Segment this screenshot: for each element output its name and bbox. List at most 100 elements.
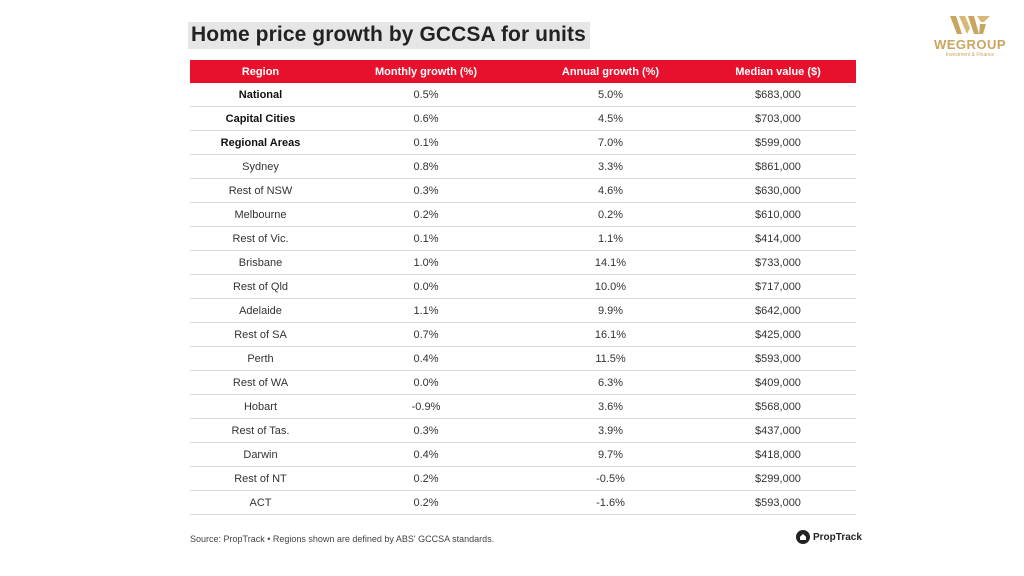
- cell-annual-growth: 6.3%: [521, 370, 700, 395]
- table-row: Rest of WA 0.0% 6.3% $409,000: [190, 370, 856, 395]
- cell-median-value: $418,000: [700, 442, 856, 467]
- header-annual-growth: Annual growth (%): [521, 60, 700, 83]
- cell-annual-growth: 3.3%: [521, 154, 700, 179]
- cell-median-value: $703,000: [700, 106, 856, 131]
- cell-monthly-growth: 0.4%: [331, 442, 521, 467]
- proptrack-logo: PropTrack: [796, 530, 862, 544]
- cell-median-value: $610,000: [700, 202, 856, 227]
- table-row: Darwin 0.4% 9.7% $418,000: [190, 442, 856, 467]
- cell-annual-growth: -1.6%: [521, 490, 700, 515]
- cell-region: Rest of NT: [190, 466, 331, 491]
- cell-region: Rest of Vic.: [190, 226, 331, 251]
- cell-region: Perth: [190, 346, 331, 371]
- page-title: Home price growth by GCCSA for units: [188, 22, 590, 49]
- cell-region: Rest of Tas.: [190, 418, 331, 443]
- cell-annual-growth: -0.5%: [521, 466, 700, 491]
- table-row: Regional Areas 0.1% 7.0% $599,000: [190, 130, 856, 155]
- cell-region: Rest of WA: [190, 370, 331, 395]
- table-row: Perth 0.4% 11.5% $593,000: [190, 346, 856, 371]
- table-row: Rest of Qld 0.0% 10.0% $717,000: [190, 274, 856, 299]
- table-row: Rest of Tas. 0.3% 3.9% $437,000: [190, 418, 856, 443]
- cell-annual-growth: 4.6%: [521, 178, 700, 203]
- cell-monthly-growth: 1.0%: [331, 250, 521, 275]
- cell-region: Melbourne: [190, 202, 331, 227]
- cell-median-value: $861,000: [700, 154, 856, 179]
- table-row: Adelaide 1.1% 9.9% $642,000: [190, 298, 856, 323]
- table-row: ACT 0.2% -1.6% $593,000: [190, 490, 856, 515]
- cell-region: Adelaide: [190, 298, 331, 323]
- table-header-row: Region Monthly growth (%) Annual growth …: [190, 60, 856, 83]
- cell-median-value: $642,000: [700, 298, 856, 323]
- cell-monthly-growth: 0.0%: [331, 370, 521, 395]
- cell-monthly-growth: 0.0%: [331, 274, 521, 299]
- cell-region: National: [190, 83, 331, 107]
- cell-median-value: $568,000: [700, 394, 856, 419]
- cell-monthly-growth: 0.2%: [331, 202, 521, 227]
- title-container: Home price growth by GCCSA for units: [188, 22, 590, 49]
- cell-annual-growth: 5.0%: [521, 83, 700, 107]
- table-row: Hobart -0.9% 3.6% $568,000: [190, 394, 856, 419]
- cell-annual-growth: 9.9%: [521, 298, 700, 323]
- cell-region: Brisbane: [190, 250, 331, 275]
- cell-region: Hobart: [190, 394, 331, 419]
- cell-median-value: $299,000: [700, 466, 856, 491]
- cell-median-value: $733,000: [700, 250, 856, 275]
- cell-region: Regional Areas: [190, 130, 331, 155]
- cell-monthly-growth: 0.7%: [331, 322, 521, 347]
- table-row: Rest of NSW 0.3% 4.6% $630,000: [190, 178, 856, 203]
- cell-median-value: $683,000: [700, 83, 856, 107]
- cell-annual-growth: 3.6%: [521, 394, 700, 419]
- cell-monthly-growth: -0.9%: [331, 394, 521, 419]
- logo-tagline: Investment & Finance: [945, 52, 995, 58]
- proptrack-brand: PropTrack: [813, 531, 862, 543]
- source-note: Source: PropTrack • Regions shown are de…: [190, 534, 495, 544]
- table-row: National 0.5% 5.0% $683,000: [190, 83, 856, 107]
- cell-annual-growth: 11.5%: [521, 346, 700, 371]
- growth-table: Region Monthly growth (%) Annual growth …: [190, 60, 856, 515]
- cell-annual-growth: 1.1%: [521, 226, 700, 251]
- cell-annual-growth: 16.1%: [521, 322, 700, 347]
- cell-annual-growth: 7.0%: [521, 130, 700, 155]
- cell-region: ACT: [190, 490, 331, 515]
- cell-monthly-growth: 0.1%: [331, 130, 521, 155]
- wegroup-logo: WEGROUP Investment & Finance: [930, 14, 1010, 58]
- table-row: Sydney 0.8% 3.3% $861,000: [190, 154, 856, 179]
- cell-monthly-growth: 0.2%: [331, 490, 521, 515]
- header-region: Region: [190, 60, 331, 83]
- header-monthly-growth: Monthly growth (%): [331, 60, 521, 83]
- cell-annual-growth: 3.9%: [521, 418, 700, 443]
- table-row: Melbourne 0.2% 0.2% $610,000: [190, 202, 856, 227]
- table-row: Brisbane 1.0% 14.1% $733,000: [190, 250, 856, 275]
- cell-median-value: $409,000: [700, 370, 856, 395]
- proptrack-house-icon: [796, 530, 810, 544]
- cell-median-value: $630,000: [700, 178, 856, 203]
- cell-annual-growth: 9.7%: [521, 442, 700, 467]
- cell-region: Capital Cities: [190, 106, 331, 131]
- cell-region: Darwin: [190, 442, 331, 467]
- cell-region: Rest of SA: [190, 322, 331, 347]
- cell-monthly-growth: 1.1%: [331, 298, 521, 323]
- cell-monthly-growth: 0.6%: [331, 106, 521, 131]
- cell-annual-growth: 14.1%: [521, 250, 700, 275]
- cell-annual-growth: 10.0%: [521, 274, 700, 299]
- table-row: Capital Cities 0.6% 4.5% $703,000: [190, 106, 856, 131]
- cell-annual-growth: 0.2%: [521, 202, 700, 227]
- cell-median-value: $437,000: [700, 418, 856, 443]
- cell-monthly-growth: 0.8%: [331, 154, 521, 179]
- cell-monthly-growth: 0.2%: [331, 466, 521, 491]
- table-row: Rest of Vic. 0.1% 1.1% $414,000: [190, 226, 856, 251]
- cell-median-value: $425,000: [700, 322, 856, 347]
- cell-annual-growth: 4.5%: [521, 106, 700, 131]
- table-body: National 0.5% 5.0% $683,000 Capital Cities 0.…: [190, 83, 856, 515]
- cell-median-value: $599,000: [700, 130, 856, 155]
- cell-median-value: $717,000: [700, 274, 856, 299]
- cell-monthly-growth: 0.5%: [331, 83, 521, 107]
- wegroup-logo-icon: [950, 16, 990, 34]
- header-median-value: Median value ($): [700, 60, 856, 83]
- cell-region: Rest of NSW: [190, 178, 331, 203]
- cell-monthly-growth: 0.4%: [331, 346, 521, 371]
- cell-monthly-growth: 0.1%: [331, 226, 521, 251]
- cell-monthly-growth: 0.3%: [331, 418, 521, 443]
- cell-median-value: $414,000: [700, 226, 856, 251]
- cell-median-value: $593,000: [700, 490, 856, 515]
